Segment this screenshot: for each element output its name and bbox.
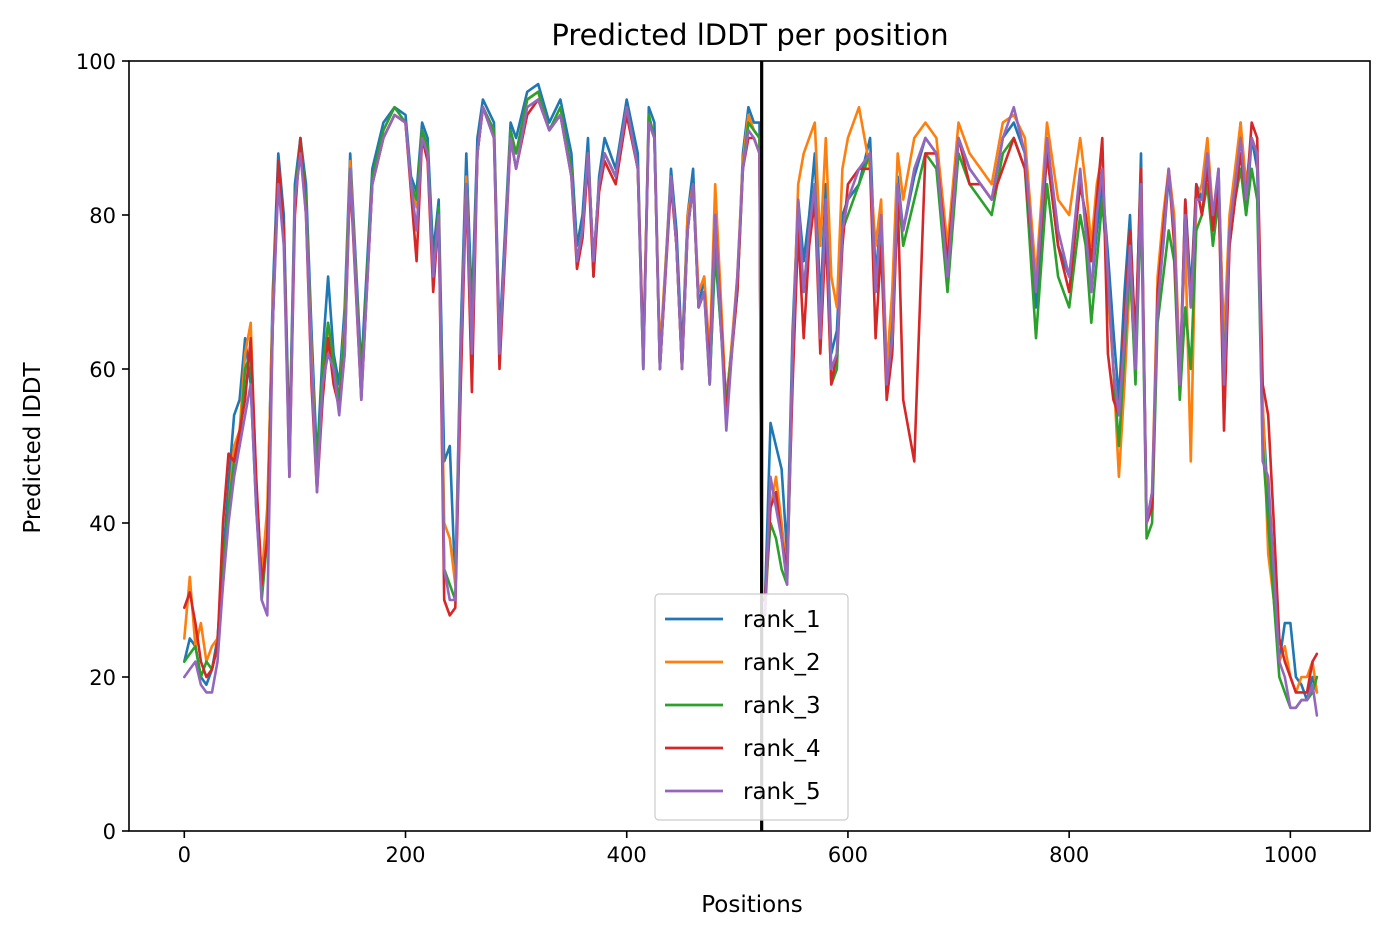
legend-label-rank_5: rank_5 [743, 779, 821, 805]
y-tick-label: 80 [89, 204, 116, 228]
series-line-rank_5 [183, 98, 1319, 717]
legend-label-rank_2: rank_2 [743, 650, 821, 676]
x-axis: 0 200 400 600 800 1000 [178, 831, 1317, 867]
x-tick-label: 200 [385, 843, 425, 867]
y-axis: 0 20 40 60 80 100 [76, 50, 129, 844]
y-tick-label: 100 [76, 50, 116, 74]
legend-label-rank_3: rank_3 [743, 693, 821, 719]
series-line-rank_3 [183, 90, 1319, 710]
y-axis-label: Predicted lDDT [20, 361, 46, 533]
x-tick-label: 400 [607, 843, 647, 867]
x-tick-label: 0 [178, 843, 191, 867]
y-tick-label: 40 [89, 512, 116, 536]
x-tick-label: 800 [1049, 843, 1089, 867]
legend: rank_1 rank_2 rank_3 rank_4 rank_5 [654, 593, 849, 821]
legend-label-rank_4: rank_4 [743, 736, 821, 762]
legend-label-rank_1: rank_1 [743, 607, 821, 633]
chart-title: Predicted lDDT per position [551, 18, 948, 52]
x-tick-label: 1000 [1264, 843, 1317, 867]
plot-frame [128, 60, 1371, 832]
y-tick-label: 20 [89, 666, 116, 690]
legend-box [654, 593, 849, 821]
x-tick-label: 600 [828, 843, 868, 867]
y-tick-label: 0 [103, 820, 116, 844]
y-tick-label: 60 [89, 358, 116, 382]
x-axis-label: Positions [701, 892, 803, 918]
series-layer [183, 82, 1319, 717]
